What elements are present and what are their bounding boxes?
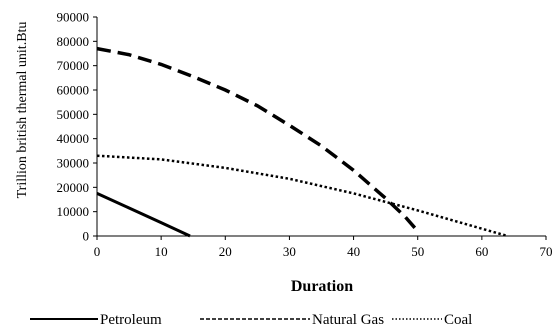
- x-tick-label: 0: [94, 244, 101, 259]
- x-tick-label: 50: [411, 244, 424, 259]
- x-tick-label: 40: [347, 244, 360, 259]
- y-tick-label: 50000: [57, 107, 90, 122]
- series-line-coal: [96, 154, 508, 238]
- y-tick-label: 0: [83, 229, 90, 244]
- y-axis-ticks: 0 10000 20000 30000 40000 50000 60000 70000 8000…: [57, 10, 97, 244]
- x-tick-label: 60: [475, 244, 488, 259]
- series-line-petroleum: [96, 192, 191, 238]
- y-tick-label: 10000: [57, 204, 90, 219]
- y-tick-label: 60000: [57, 83, 90, 98]
- x-tick-label: 30: [283, 244, 296, 259]
- x-tick-label: 10: [155, 244, 168, 259]
- x-axis-ticks: 0 10 20 30 40 50 60 70: [94, 236, 553, 259]
- legend-label-petroleum: Petroleum: [100, 312, 162, 328]
- y-tick-label: 80000: [57, 34, 90, 49]
- y-tick-label: 70000: [57, 58, 90, 73]
- legend: Petroleum Natural Gas Coal: [30, 312, 472, 328]
- y-tick-label: 30000: [57, 156, 90, 171]
- series-line-natural-gas: [96, 46, 420, 233]
- legend-label-coal: Coal: [444, 312, 472, 328]
- legend-label-natural-gas: Natural Gas: [312, 312, 384, 328]
- y-tick-label: 20000: [57, 180, 90, 195]
- data-series: [96, 46, 508, 238]
- x-axis-label: Duration: [291, 278, 353, 295]
- x-tick-label: 20: [219, 244, 232, 259]
- x-tick-label: 70: [540, 244, 553, 259]
- chart-axes: [96, 17, 546, 237]
- y-tick-label: 90000: [57, 10, 90, 25]
- y-tick-label: 40000: [57, 131, 90, 146]
- y-axis-label: Trillion british thermal unit.Btu: [15, 22, 30, 199]
